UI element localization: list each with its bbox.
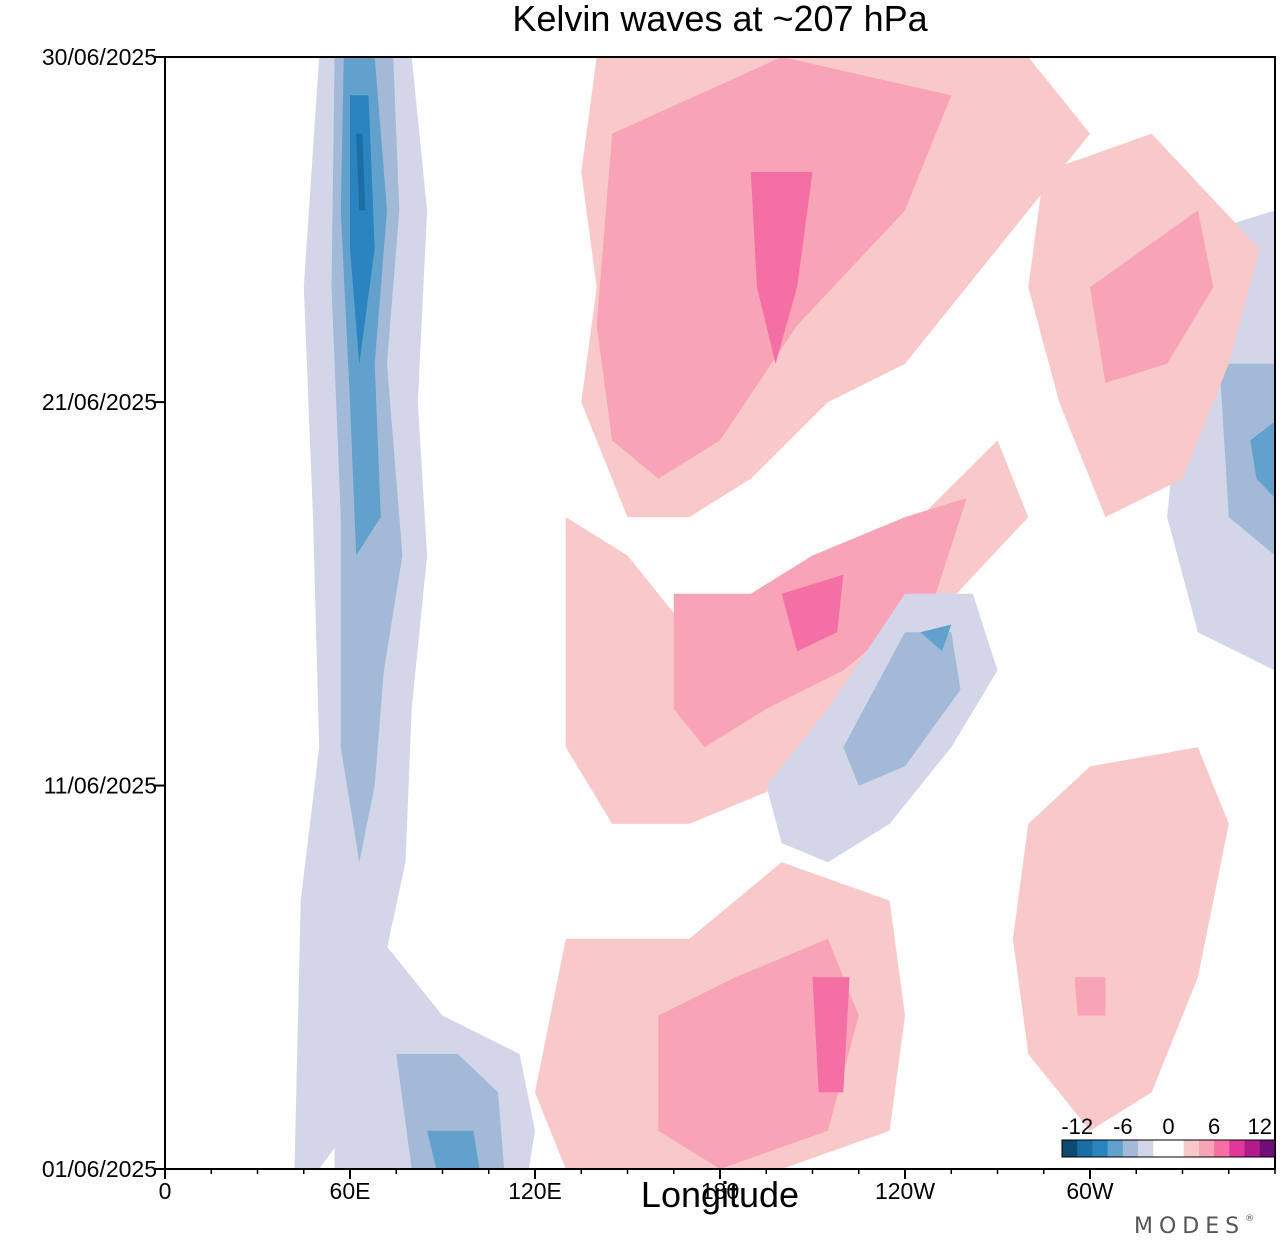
modes-logo: MODES® xyxy=(1134,1214,1254,1239)
colorbar-swatch xyxy=(1062,1140,1078,1157)
registered-mark: ® xyxy=(1245,1214,1255,1224)
positive-anomaly-60W xyxy=(1012,747,1229,1131)
colorbar-label: 6 xyxy=(1208,1114,1220,1139)
axes: 0 60E 120E 180 120W 60W 01/06/2025 11/06/2025 21… xyxy=(42,44,1276,1204)
y-tick-label: 30/06/2025 xyxy=(42,44,157,70)
negative-anomaly-30W-level-2 xyxy=(1219,363,1275,556)
negative-anomaly-30W-level-3 xyxy=(1250,421,1275,498)
y-tick-label: 01/06/2025 xyxy=(42,1156,157,1182)
positive-anomaly-70W xyxy=(1028,133,1260,518)
negative-anomaly-90E-level-3 xyxy=(427,1130,480,1169)
negative-anomaly-90E xyxy=(334,900,535,1169)
chart-title: Kelvin waves at ~207 hPa xyxy=(512,0,928,39)
colorbar-label: 12 xyxy=(1248,1114,1272,1139)
negative-anomaly-60E-level-4 xyxy=(350,95,375,364)
x-tick-label: 60E xyxy=(330,1178,371,1204)
negative-anomaly-120W-level-3 xyxy=(920,624,952,652)
positive-band-140E-100W-level-3 xyxy=(781,574,844,652)
colorbar-swatch xyxy=(1214,1140,1230,1157)
negative-anomaly-60E-level-5 xyxy=(356,133,366,211)
x-tick-label: 180 xyxy=(701,1178,739,1204)
colorbar-swatch xyxy=(1138,1140,1154,1157)
x-tick-label: 60W xyxy=(1066,1178,1114,1204)
colorbar-label: 0 xyxy=(1162,1114,1174,1139)
colorbar-swatch xyxy=(1198,1140,1215,1157)
colorbar-swatch xyxy=(1183,1140,1200,1157)
x-tick-label: 120E xyxy=(508,1178,562,1204)
negative-anomaly-90E-level-2 xyxy=(396,1054,505,1169)
modes-logo-text: MODES xyxy=(1134,1214,1246,1239)
positive-anomaly-70W-level-2 xyxy=(1090,210,1214,383)
colorbar-swatch xyxy=(1168,1140,1185,1157)
x-axis-label: Longitude xyxy=(640,1174,800,1215)
anomaly-field xyxy=(294,57,1275,1169)
y-tick-label: 21/06/2025 xyxy=(42,389,157,415)
positive-band-140E-100W xyxy=(565,440,1029,824)
y-tick-label: 11/06/2025 xyxy=(44,773,157,799)
positive-band-140E-150W-level-3 xyxy=(750,172,813,364)
positive-anomaly-60W-level-1 xyxy=(1012,747,1229,1131)
colorbar-swatch xyxy=(1244,1140,1261,1157)
colorbar-swatch xyxy=(1122,1140,1139,1157)
colorbar-label: -12 xyxy=(1061,1114,1093,1139)
x-tick-label: 120W xyxy=(875,1178,935,1204)
x-tick-label: 0 xyxy=(159,1178,172,1204)
colorbar-swatch xyxy=(1229,1140,1246,1157)
negative-anomaly-120W xyxy=(766,593,998,863)
colorbar-swatch xyxy=(1107,1140,1124,1157)
positive-band-150E-160W-level-2 xyxy=(658,938,859,1169)
colorbar-swatch xyxy=(1259,1140,1276,1157)
colorbar-swatch xyxy=(1153,1140,1169,1157)
colorbar: -12 -6 0 6 12 xyxy=(1061,1114,1276,1158)
positive-band-150E-160W-level-3 xyxy=(812,977,850,1093)
colorbar-label: -6 xyxy=(1113,1114,1133,1139)
negative-anomaly-60E xyxy=(294,57,428,1169)
colorbar-swatch xyxy=(1092,1140,1109,1157)
colorbar-frame xyxy=(1061,1139,1276,1158)
colorbar-swatch xyxy=(1077,1140,1093,1157)
positive-band-140E-150W xyxy=(581,57,1090,518)
positive-band-150E-160W xyxy=(535,862,905,1169)
negative-anomaly-120W-level-2 xyxy=(843,632,961,786)
positive-anomaly-60W-level-2 xyxy=(1074,977,1106,1016)
